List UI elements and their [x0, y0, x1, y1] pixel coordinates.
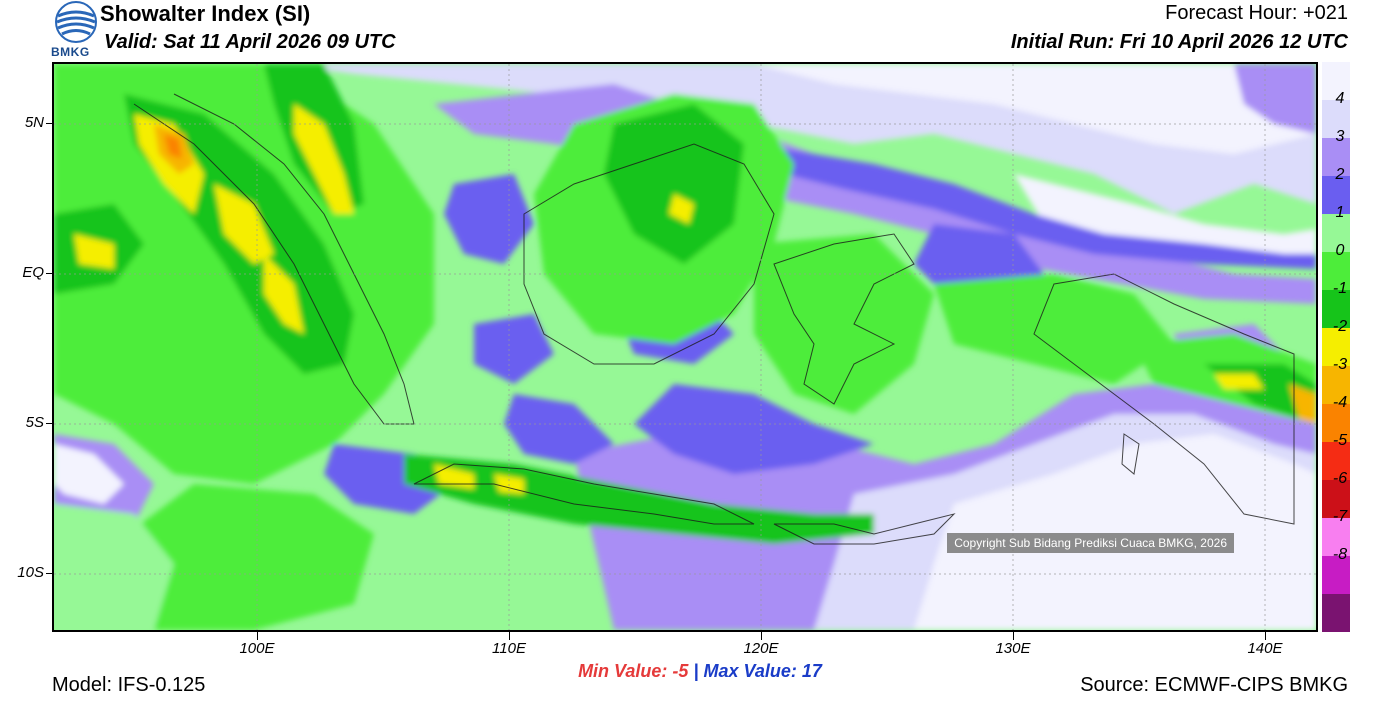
legend-label: -7 — [1332, 508, 1348, 525]
x-tick-label: 130E — [995, 640, 1031, 657]
legend-label: 3 — [1335, 128, 1345, 145]
y-tick-mark — [46, 423, 54, 424]
legend-swatch-bottom — [1322, 594, 1350, 632]
forecast-hour: Forecast Hour: +021 — [1165, 2, 1348, 24]
legend-label: 4 — [1335, 90, 1345, 107]
legend-swatch — [1322, 442, 1350, 480]
x-tick-label: 140E — [1247, 640, 1283, 657]
legend-label: -4 — [1332, 394, 1348, 411]
legend-swatch — [1322, 214, 1350, 252]
x-tick-label: 120E — [743, 640, 779, 657]
min-value: -5 — [672, 661, 689, 681]
legend-swatch — [1322, 480, 1350, 518]
data-source: Source: ECMWF-CIPS BMKG — [1080, 674, 1348, 696]
legend-swatch — [1322, 518, 1350, 556]
legend-label: -3 — [1332, 356, 1348, 373]
max-value: 17 — [801, 661, 822, 681]
color-legend — [1322, 62, 1350, 632]
min-max-values: Min Value: -5 | Max Value: 17 — [0, 661, 1400, 682]
legend-label: -8 — [1332, 546, 1348, 563]
separator: | — [693, 661, 699, 681]
x-tick-label: 110E — [492, 640, 526, 657]
map-title: Showalter Index (SI) — [100, 1, 311, 26]
logo-text: BMKG — [51, 45, 90, 59]
legend-swatch — [1322, 252, 1350, 290]
legend-swatch — [1322, 328, 1350, 366]
x-tick-mark — [1013, 632, 1014, 640]
bmkg-logo-icon — [52, 0, 100, 60]
max-label: Max Value: — [703, 661, 797, 681]
x-tick-mark — [1265, 632, 1266, 640]
legend-label: -5 — [1332, 432, 1348, 449]
initial-run: Initial Run: Fri 10 April 2026 12 UTC — [1010, 31, 1348, 53]
x-tick-mark — [761, 632, 762, 640]
x-tick-mark — [509, 632, 510, 640]
legend-swatch — [1322, 138, 1350, 176]
y-tick-label: 5N — [24, 114, 44, 131]
y-tick-mark — [46, 573, 54, 574]
y-tick-mark — [46, 123, 54, 124]
x-tick-label: 100E — [239, 640, 275, 657]
model-name: Model: IFS-0.125 — [52, 674, 206, 696]
legend-swatch — [1322, 176, 1350, 214]
min-label: Min Value: — [578, 661, 668, 681]
showalter-index-map: Copyright Sub Bidang Prediksi Cuaca BMKG… — [52, 62, 1318, 632]
legend-label: 0 — [1335, 242, 1345, 259]
valid-time: Valid: Sat 11 April 2026 09 UTC — [104, 31, 396, 53]
legend-label: -6 — [1332, 470, 1348, 487]
legend-swatch-top — [1322, 62, 1350, 100]
y-tick-mark — [46, 273, 54, 274]
y-tick-label: 10S — [17, 564, 44, 581]
legend-label: -1 — [1332, 280, 1348, 297]
x-tick-mark — [257, 632, 258, 640]
legend-swatch — [1322, 556, 1350, 594]
legend-swatch — [1322, 366, 1350, 404]
legend-label: 1 — [1335, 204, 1345, 221]
y-tick-label: EQ — [22, 264, 44, 281]
legend-swatch — [1322, 100, 1350, 138]
copyright-notice: Copyright Sub Bidang Prediksi Cuaca BMKG… — [947, 533, 1234, 553]
legend-swatch — [1322, 404, 1350, 442]
y-tick-label: 5S — [25, 414, 44, 431]
legend-label: -2 — [1332, 318, 1348, 335]
legend-label: 2 — [1335, 166, 1345, 183]
legend-swatch — [1322, 290, 1350, 328]
